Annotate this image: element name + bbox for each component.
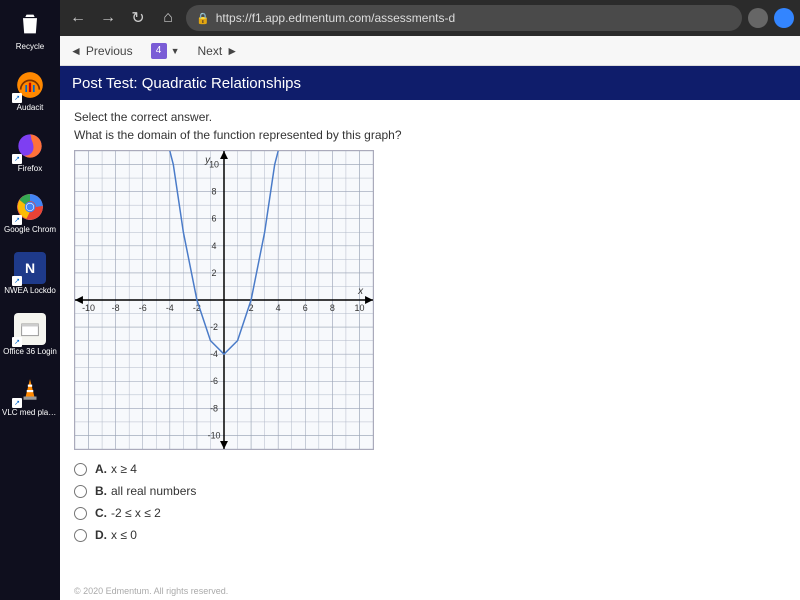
instruction-text: Select the correct answer. bbox=[74, 110, 786, 124]
vlc-icon bbox=[14, 374, 46, 406]
desktop-icon-vlc[interactable]: VLC med player bbox=[8, 374, 52, 417]
question-prompt: What is the domain of the function repre… bbox=[74, 128, 786, 142]
svg-text:-4: -4 bbox=[210, 349, 218, 359]
desktop-icon-office365[interactable]: Office 36 Login bbox=[8, 313, 52, 356]
radio-c[interactable] bbox=[74, 507, 87, 520]
svg-text:-6: -6 bbox=[139, 303, 147, 313]
svg-text:8: 8 bbox=[212, 187, 217, 197]
option-b[interactable]: B.all real numbers bbox=[74, 484, 786, 498]
svg-text:6: 6 bbox=[212, 214, 217, 224]
radio-b[interactable] bbox=[74, 485, 87, 498]
test-title: Post Test: Quadratic Relationships bbox=[72, 75, 301, 92]
lock-icon: 🔒 bbox=[196, 12, 210, 25]
extension-icon-1[interactable] bbox=[748, 8, 768, 28]
chevron-down-icon: ▼ bbox=[171, 46, 180, 56]
browser-window: ← → ↻ ⌂ 🔒 https://f1.app.edmentum.com/as… bbox=[60, 0, 800, 600]
desktop-icon-firefox[interactable]: Firefox bbox=[8, 130, 52, 173]
copyright-footer: © 2020 Edmentum. All rights reserved. bbox=[60, 582, 800, 600]
page-content: ◄ Previous 4 ▼ Next ► Post Test: Quadrat… bbox=[60, 36, 800, 600]
desktop-icon-recycle[interactable]: Recycle bbox=[8, 8, 52, 51]
svg-text:6: 6 bbox=[303, 303, 308, 313]
svg-text:10: 10 bbox=[354, 303, 364, 313]
svg-text:8: 8 bbox=[330, 303, 335, 313]
office365-icon bbox=[14, 313, 46, 345]
url-text: https://f1.app.edmentum.com/assessments-… bbox=[216, 11, 455, 25]
chrome-icon bbox=[14, 191, 46, 223]
svg-text:-8: -8 bbox=[210, 403, 218, 413]
home-button[interactable]: ⌂ bbox=[156, 6, 180, 30]
svg-text:-8: -8 bbox=[112, 303, 120, 313]
previous-link[interactable]: ◄ Previous bbox=[70, 44, 133, 58]
svg-text:y: y bbox=[204, 155, 211, 166]
svg-text:x: x bbox=[357, 286, 364, 297]
nwea-icon: N bbox=[14, 252, 46, 284]
parabola-graph: -10-10-8-8-6-6-4-4-2-2224466881010xy bbox=[74, 150, 374, 450]
svg-text:2: 2 bbox=[212, 268, 217, 278]
svg-text:10: 10 bbox=[209, 160, 219, 170]
test-title-bar: Post Test: Quadratic Relationships bbox=[60, 66, 800, 100]
desktop-icon-audacity[interactable]: Audacit bbox=[8, 69, 52, 112]
forward-button[interactable]: → bbox=[96, 6, 120, 30]
firefox-icon bbox=[14, 130, 46, 162]
option-a[interactable]: A.x ≥ 4 bbox=[74, 462, 786, 476]
graph-container: -10-10-8-8-6-6-4-4-2-2224466881010xy bbox=[74, 150, 786, 450]
radio-a[interactable] bbox=[74, 463, 87, 476]
svg-text:4: 4 bbox=[276, 303, 281, 313]
desktop-icon-nwea[interactable]: N NWEA Lockdo bbox=[8, 252, 52, 295]
svg-text:4: 4 bbox=[212, 241, 217, 251]
svg-text:-10: -10 bbox=[208, 430, 221, 440]
browser-toolbar: ← → ↻ ⌂ 🔒 https://f1.app.edmentum.com/as… bbox=[60, 0, 800, 36]
option-d[interactable]: D.x ≤ 0 bbox=[74, 528, 786, 542]
audacity-icon bbox=[14, 69, 46, 101]
option-c[interactable]: C.-2 ≤ x ≤ 2 bbox=[74, 506, 786, 520]
assessment-nav: ◄ Previous 4 ▼ Next ► bbox=[60, 36, 800, 66]
next-arrow-icon: ► bbox=[226, 44, 238, 58]
desktop-icon-chrome[interactable]: Google Chrom bbox=[8, 191, 52, 234]
desktop-sidebar: Recycle Audacit Firefox Google Chrom N N… bbox=[0, 0, 60, 600]
answer-options: A.x ≥ 4 B.all real numbers C.-2 ≤ x ≤ 2 … bbox=[74, 462, 786, 542]
question-counter[interactable]: 4 ▼ bbox=[151, 43, 180, 59]
recycle-bin-icon bbox=[14, 8, 46, 40]
extension-icon-2[interactable] bbox=[774, 8, 794, 28]
question-area: Select the correct answer. What is the d… bbox=[60, 100, 800, 582]
svg-text:-10: -10 bbox=[82, 303, 95, 313]
url-bar[interactable]: 🔒 https://f1.app.edmentum.com/assessment… bbox=[186, 5, 742, 31]
radio-d[interactable] bbox=[74, 529, 87, 542]
svg-text:-4: -4 bbox=[166, 303, 174, 313]
back-button[interactable]: ← bbox=[66, 6, 90, 30]
previous-arrow-icon: ◄ bbox=[70, 44, 82, 58]
reload-button[interactable]: ↻ bbox=[126, 6, 150, 30]
svg-text:-2: -2 bbox=[210, 322, 218, 332]
next-link[interactable]: Next ► bbox=[198, 44, 239, 58]
svg-text:-6: -6 bbox=[210, 376, 218, 386]
